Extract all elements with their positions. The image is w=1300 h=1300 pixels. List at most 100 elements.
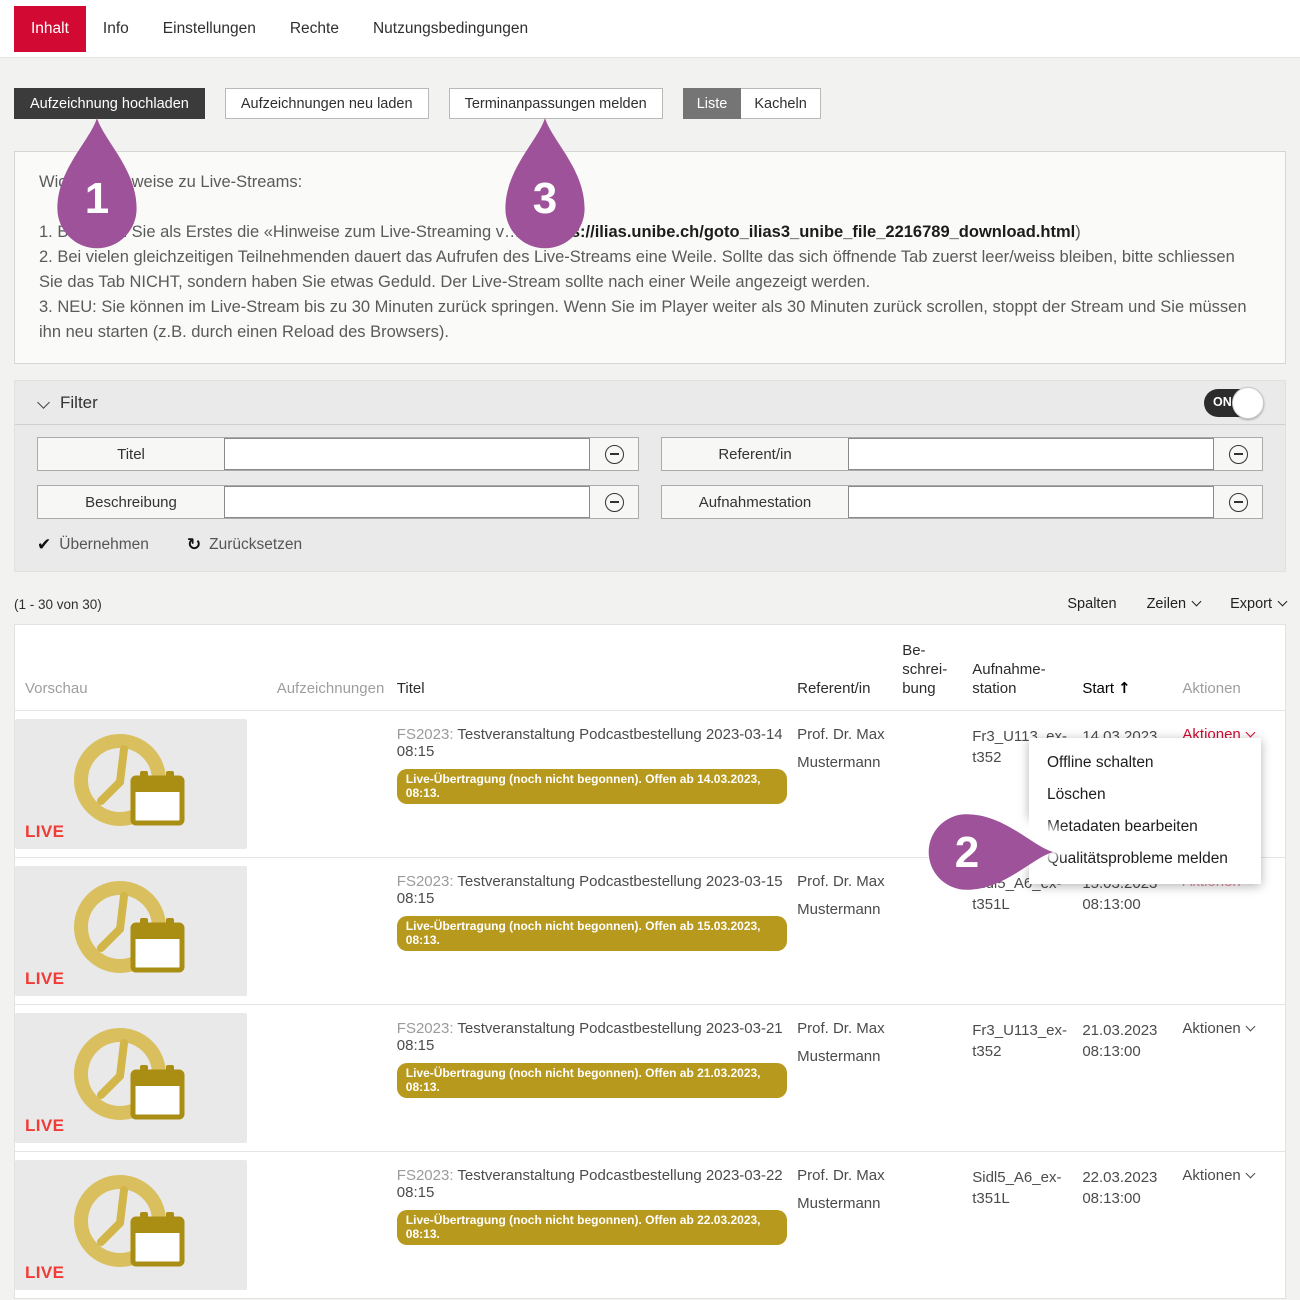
- start-date: 21.03.2023: [1082, 1022, 1158, 1039]
- chevron-down-icon: [1277, 596, 1288, 607]
- title-prefix: FS2023:: [396, 726, 454, 743]
- recording-title-link[interactable]: Testveranstaltung Podcastbestellung 2023…: [396, 873, 783, 907]
- filter-header[interactable]: Filter ON: [15, 381, 1285, 425]
- info-item-1-closing: ): [1075, 223, 1081, 241]
- station-name: t351L: [972, 896, 1010, 913]
- refresh-icon: ↻: [186, 535, 202, 555]
- remove-filter-titel-button[interactable]: [590, 438, 638, 470]
- column-header-start[interactable]: Start ↑: [1082, 625, 1182, 711]
- annotation-marker-1: 1: [53, 118, 141, 250]
- menu-item-offline-schalten[interactable]: Offline schalten: [1047, 754, 1154, 771]
- chevron-down-icon: [1245, 727, 1256, 738]
- station-name: t351L: [972, 1190, 1010, 1207]
- scheduled-live-clock-icon: [74, 881, 185, 973]
- preview-thumbnail[interactable]: LIVE: [15, 1013, 247, 1143]
- minus-circle-icon: [604, 492, 624, 512]
- tab-inhalt[interactable]: Inhalt: [14, 5, 86, 52]
- apply-filter-button[interactable]: ✔ Übernehmen: [37, 535, 149, 555]
- filter-input-aufnahmestation[interactable]: [848, 486, 1214, 518]
- start-date: 22.03.2023: [1082, 1169, 1158, 1186]
- column-header-beschreibung[interactable]: Be­schrei­bung: [902, 642, 948, 697]
- toggle-on-label: ON: [1213, 394, 1232, 409]
- chevron-down-icon: [37, 396, 50, 409]
- info-item-1: 1. Beachten Sie als Erstes die «Hinweise…: [39, 220, 1261, 245]
- preview-thumbnail[interactable]: LIVE: [15, 719, 247, 849]
- reset-filter-button[interactable]: ↻ Zurücksetzen: [187, 535, 302, 555]
- reload-recordings-button[interactable]: Aufzeichnungen neu laden: [224, 88, 429, 119]
- column-header-vorschau: Vorschau: [25, 680, 88, 697]
- download-link[interactable]: https://ilias.unibe.ch/goto_ilias3_unibe…: [539, 223, 1076, 241]
- toolbar: Aufzeichnung hochladen Aufzeichnungen ne…: [14, 88, 1286, 119]
- info-item-3: 3. NEU: Sie können im Live-Stream bis zu…: [39, 298, 1247, 341]
- column-header-titel[interactable]: Titel: [396, 680, 425, 697]
- start-header-label: Start: [1082, 680, 1114, 697]
- check-icon: ✔: [37, 535, 52, 555]
- table-header-row: Vorschau Aufzeichnun­gen Titel Referent/…: [15, 625, 1286, 711]
- view-list-button[interactable]: Liste: [682, 88, 742, 119]
- column-header-referent[interactable]: Referent/in: [797, 680, 871, 697]
- live-stream-info-box: Wichtige Hinweise zu Live-Streams: 1. Be…: [14, 151, 1286, 364]
- annotation-number: 2: [954, 828, 980, 877]
- recording-title-link[interactable]: Testveranstaltung Podcastbestellung 2023…: [396, 1167, 783, 1201]
- station-name: t352: [972, 749, 1002, 766]
- actions-dropdown-button[interactable]: Aktionen: [1182, 1020, 1256, 1037]
- live-badge: LIVE: [25, 1116, 65, 1135]
- chevron-down-icon: [1191, 596, 1202, 607]
- actions-label: Aktionen: [1182, 1167, 1241, 1184]
- tab-bar: Inhalt Info Einstellungen Rechte Nutzung…: [0, 0, 1300, 58]
- actions-label: Aktionen: [1182, 1020, 1241, 1037]
- referent-name: Mustermann: [797, 754, 881, 771]
- menu-item-metadaten-bearbeiten[interactable]: Metadaten bearbeiten: [1047, 818, 1198, 835]
- referent-name: Mustermann: [797, 901, 881, 918]
- rows-menu-label: Zeilen: [1146, 596, 1187, 612]
- filter-input-referent[interactable]: [848, 438, 1214, 470]
- table-row: LIVE FS2023: Testveranstaltung Podcastbe…: [14, 1004, 1286, 1152]
- station-name: Fr3_U113_ex-: [972, 1022, 1068, 1039]
- referent-name: Mustermann: [797, 1048, 881, 1065]
- export-menu-button[interactable]: Export: [1230, 596, 1288, 612]
- report-schedule-changes-button[interactable]: Terminanpassungen melden: [448, 88, 663, 119]
- table-row: LIVE FS2023: Testveranstaltung Podcastbe…: [14, 710, 1286, 858]
- recording-title-link[interactable]: Testveranstaltung Podcastbestellung 2023…: [396, 726, 783, 760]
- menu-item-qualitaetsprobleme-melden[interactable]: Qualitätsprobleme melden: [1047, 850, 1228, 867]
- columns-menu-button[interactable]: Spalten: [1067, 596, 1117, 612]
- recording-title-link[interactable]: Testveranstaltung Podcastbestellung 2023…: [396, 1020, 783, 1054]
- filter-input-beschreibung[interactable]: [224, 486, 590, 518]
- filter-on-toggle[interactable]: ON: [1204, 386, 1264, 419]
- actions-dropdown-button[interactable]: Aktionen: [1182, 1167, 1256, 1184]
- menu-item-loeschen[interactable]: Löschen: [1047, 786, 1106, 803]
- referent-name: Prof. Dr. Max: [797, 873, 885, 890]
- tab-info[interactable]: Info: [102, 19, 129, 37]
- rows-menu-button[interactable]: Zeilen: [1146, 596, 1202, 612]
- column-header-aufnahmestation[interactable]: Aufnahme­station: [972, 661, 1046, 697]
- tab-rechte[interactable]: Rechte: [289, 19, 339, 37]
- title-prefix: FS2023:: [396, 873, 454, 890]
- info-item-2: 2. Bei vielen gleichzeitigen Teilnehmend…: [39, 248, 1235, 291]
- result-range-label: (1 - 30 von 30): [14, 596, 102, 612]
- minus-circle-icon: [1228, 444, 1248, 464]
- remove-filter-beschreibung-button[interactable]: [590, 486, 638, 518]
- tab-einstellungen[interactable]: Einstellungen: [162, 19, 256, 37]
- upload-recording-button[interactable]: Aufzeichnung hochladen: [14, 88, 205, 119]
- live-status-badge: Live-Übertragung (noch nicht begonnen). …: [396, 916, 788, 951]
- filter-field-titel: Titel: [37, 437, 639, 471]
- remove-filter-aufnahmestation-button[interactable]: [1214, 486, 1262, 518]
- annotation-number: 3: [532, 174, 558, 223]
- live-badge: LIVE: [25, 1263, 65, 1282]
- remove-filter-referent-button[interactable]: [1214, 438, 1262, 470]
- filter-input-titel[interactable]: [224, 438, 590, 470]
- scheduled-live-clock-icon: [74, 734, 185, 826]
- preview-thumbnail[interactable]: LIVE: [15, 1160, 247, 1290]
- filter-actions: ✔ Übernehmen ↻ Zurücksetzen: [15, 521, 1285, 571]
- live-badge: LIVE: [25, 822, 65, 841]
- live-badge: LIVE: [25, 969, 65, 988]
- preview-thumbnail[interactable]: LIVE: [15, 866, 247, 996]
- tab-nutzungsbedingungen[interactable]: Nutzungsbedingungen: [372, 19, 529, 37]
- annotation-number: 1: [84, 174, 110, 223]
- filter-fields: Titel Referent/in Beschreibung Aufnahmes…: [15, 425, 1285, 521]
- table-row: LIVE FS2023: Testveranstaltung Podcastbe…: [14, 857, 1286, 1005]
- column-header-aufzeichnungen: Aufzeichnun­gen: [276, 680, 385, 697]
- chevron-down-icon: [1245, 1168, 1256, 1179]
- view-tiles-button[interactable]: Kacheln: [741, 88, 821, 119]
